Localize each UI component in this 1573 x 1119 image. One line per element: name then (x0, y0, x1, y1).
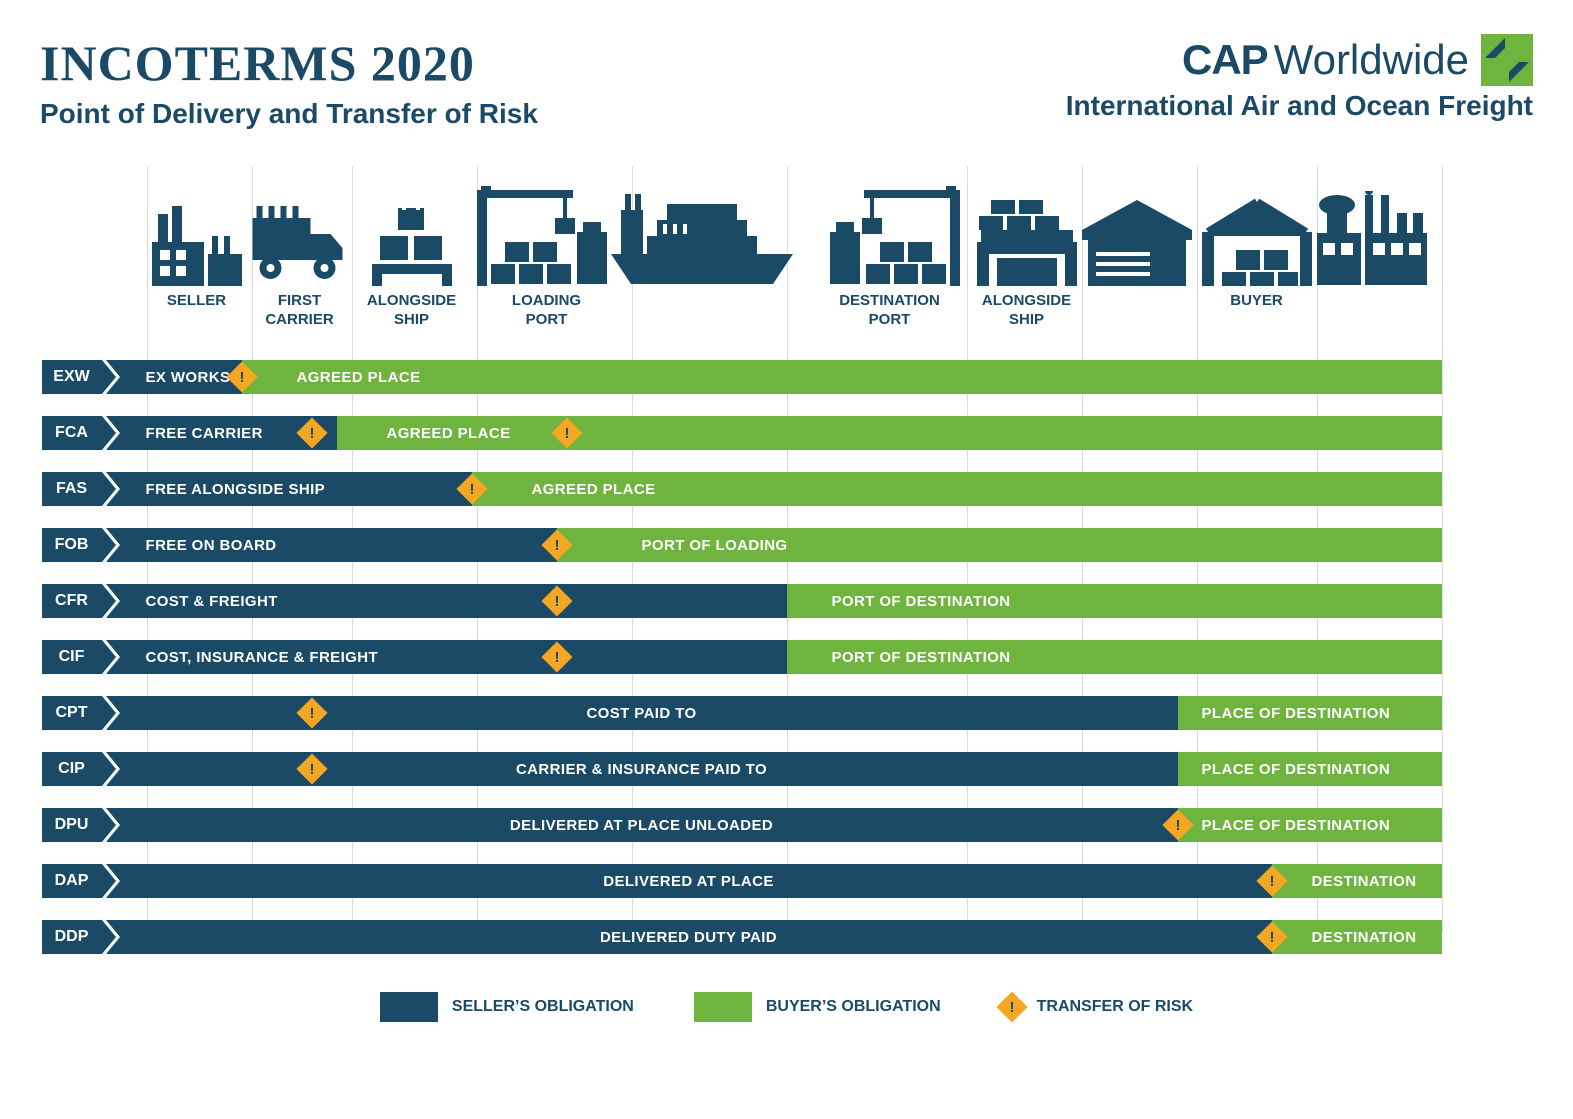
destination_port-icon (820, 186, 960, 286)
alongside_ship_d-icon (977, 200, 1077, 286)
term-code: FAS (42, 472, 102, 506)
legend-buyer-label: BUYER’S OBLIGATION (766, 998, 941, 1016)
legend-seller: SELLER’S OBLIGATION (380, 992, 634, 1022)
seller-bar: DELIVERED AT PLACE (106, 864, 1272, 898)
seller-label: COST PAID TO (586, 705, 696, 722)
seller-label: EX WORKS (120, 369, 231, 386)
stage-labels-row: SELLER FIRST CARRIER ALONGSIDE SHIP LOADING… (42, 292, 1532, 340)
legend-buyer-swatch (694, 992, 752, 1022)
buyer-label: AGREED PLACE (387, 425, 511, 442)
term-code: FCA (42, 416, 102, 450)
stage-icons-row (42, 166, 1532, 286)
buyer-label: AGREED PLACE (532, 481, 656, 498)
brand-block: CAPWorldwide International Air and Ocean… (1066, 34, 1533, 122)
buyer-label: BUYER (1230, 292, 1283, 311)
term-code: DPU (42, 808, 102, 842)
legend-risk-label: TRANSFER OF RISK (1037, 998, 1193, 1016)
seller-bar: COST, INSURANCE & FREIGHT (106, 640, 787, 674)
buyer-label: DESTINATION (1312, 929, 1417, 946)
alongside_ship_o-icon (372, 206, 452, 286)
warehouse-icon (1082, 196, 1192, 286)
buyer-label: PLACE OF DESTINATION (1202, 817, 1391, 834)
buyer-label: PORT OF DESTINATION (832, 593, 1011, 610)
seller-label: DELIVERED AT PLACE (603, 873, 774, 890)
legend-risk-icon (996, 991, 1027, 1022)
seller-label: FREE CARRIER (120, 425, 263, 442)
brand-row: CAPWorldwide (1066, 34, 1533, 86)
destination_port-label: DESTINATION PORT (839, 292, 940, 330)
term-code: EXW (42, 360, 102, 394)
first_carrier-label: FIRST CARRIER (265, 292, 333, 330)
seller-label: SELLER (167, 292, 226, 311)
seller-label: COST & FREIGHT (120, 593, 278, 610)
headline-block: INCOTERMS 2020 Point of Delivery and Tra… (40, 34, 538, 130)
buyer-label: PORT OF LOADING (642, 537, 788, 554)
legend-seller-label: SELLER’S OBLIGATION (452, 998, 634, 1016)
seller-label: DELIVERED DUTY PAID (600, 929, 777, 946)
term-code: CPT (42, 696, 102, 730)
brand-name: CAPWorldwide (1182, 36, 1469, 84)
term-row-dpu: PLACE OF DESTINATION DELIVERED AT PLACE U… (42, 808, 1532, 842)
loading_port-label: LOADING PORT (512, 292, 581, 330)
term-row-fob: PORT OF LOADING FREE ON BOARD FOB (42, 528, 1532, 562)
buyer_factory-icon (1317, 191, 1427, 286)
alongside_ship_d-label: ALONGSIDE SHIP (982, 292, 1071, 330)
page-subtitle: Point of Delivery and Transfer of Risk (40, 98, 538, 130)
term-row-cip: PLACE OF DESTINATION CARRIER & INSURANCE … (42, 752, 1532, 786)
term-code: DAP (42, 864, 102, 898)
seller-bar: COST & FREIGHT (106, 584, 787, 618)
term-row-dap: DESTINATION DELIVERED AT PLACE DAP (42, 864, 1532, 898)
seller-label: CARRIER & INSURANCE PAID TO (516, 761, 767, 778)
term-row-cpt: PLACE OF DESTINATION COST PAID TO CPT (42, 696, 1532, 730)
buyer-label: PORT OF DESTINATION (832, 649, 1011, 666)
seller-bar: COST PAID TO (106, 696, 1178, 730)
term-row-fca: AGREED PLACE FREE CARRIER FCA (42, 416, 1532, 450)
buyer-label: PLACE OF DESTINATION (1202, 761, 1391, 778)
seller-bar: FREE ON BOARD (106, 528, 557, 562)
term-row-exw: AGREED PLACE EX WORKS EXW (42, 360, 1532, 394)
term-code: CIP (42, 752, 102, 786)
term-row-ddp: DESTINATION DELIVERED DUTY PAID DDP (42, 920, 1532, 954)
seller-bar: DELIVERED DUTY PAID (106, 920, 1272, 954)
seller-bar: EX WORKS (106, 360, 242, 394)
seller-bar: CARRIER & INSURANCE PAID TO (106, 752, 1178, 786)
brand-subtitle: International Air and Ocean Freight (1066, 90, 1533, 122)
legend-buyer: BUYER’S OBLIGATION (694, 992, 941, 1022)
legend-seller-swatch (380, 992, 438, 1022)
buyer-label: DESTINATION (1312, 873, 1417, 890)
term-row-cfr: PORT OF DESTINATION COST & FREIGHT CFR (42, 584, 1532, 618)
seller-label: FREE ALONGSIDE SHIP (120, 481, 326, 498)
brand-name-bold: CAP (1182, 36, 1268, 83)
term-code: DDP (42, 920, 102, 954)
term-code: FOB (42, 528, 102, 562)
term-code: CFR (42, 584, 102, 618)
seller-label: FREE ON BOARD (120, 537, 277, 554)
brand-name-light: Worldwide (1274, 36, 1469, 83)
brand-logo-icon (1481, 34, 1533, 86)
seller-bar: DELIVERED AT PLACE UNLOADED (106, 808, 1178, 842)
seller-label: DELIVERED AT PLACE UNLOADED (510, 817, 773, 834)
buyer-icon (1202, 196, 1312, 286)
alongside_ship_o-label: ALONGSIDE SHIP (367, 292, 456, 330)
term-row-fas: AGREED PLACE FREE ALONGSIDE SHIP FAS (42, 472, 1532, 506)
incoterms-chart: SELLER FIRST CARRIER ALONGSIDE SHIP LOADING… (42, 166, 1532, 1022)
seller-bar: FREE ALONGSIDE SHIP (106, 472, 472, 506)
legend-risk: TRANSFER OF RISK (1001, 996, 1193, 1018)
buyer-bar: AGREED PLACE (106, 360, 1442, 394)
page-title: INCOTERMS 2020 (40, 34, 538, 92)
term-row-cif: PORT OF DESTINATION COST, INSURANCE & FRE… (42, 640, 1532, 674)
buyer-label: AGREED PLACE (297, 369, 421, 386)
legend: SELLER’S OBLIGATION BUYER’S OBLIGATION T… (42, 992, 1532, 1022)
seller-icon (152, 196, 242, 286)
ship-icon (607, 186, 797, 286)
buyer-label: PLACE OF DESTINATION (1202, 705, 1391, 722)
header: INCOTERMS 2020 Point of Delivery and Tra… (40, 34, 1533, 130)
first_carrier-icon (252, 206, 347, 286)
loading_port-icon (477, 186, 617, 286)
term-code: CIF (42, 640, 102, 674)
seller-label: COST, INSURANCE & FREIGHT (120, 649, 379, 666)
term-rows: AGREED PLACE EX WORKS EXW AGREED PLACE FREE … (42, 360, 1532, 954)
